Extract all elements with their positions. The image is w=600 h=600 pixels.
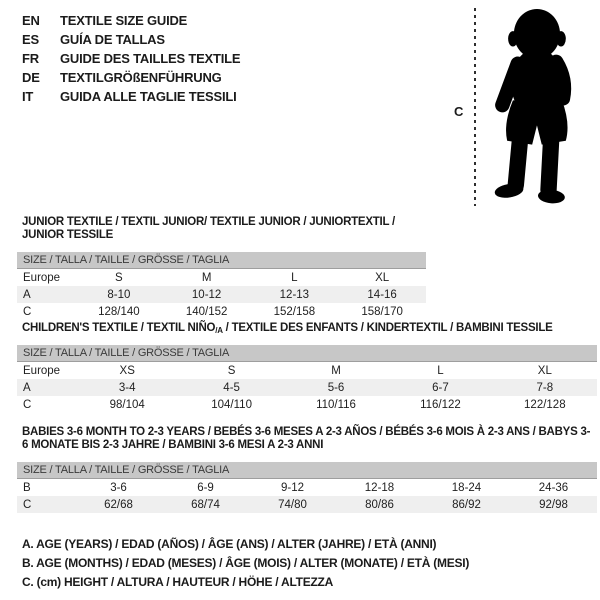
baby-silhouette-icon [494, 8, 572, 204]
cell: 116/122 [420, 398, 461, 411]
cell: 68/74 [191, 498, 220, 511]
row-label: Europe [23, 271, 61, 284]
cell: L [437, 364, 444, 377]
cell: 5-6 [327, 381, 345, 394]
junior-table-title: JUNIOR TEXTILE / TEXTIL JUNIOR/ TEXTILE … [22, 216, 395, 241]
size-header-bar: SIZE / TALLA / TAILLE / GRÖSSE / TAGLIA [17, 252, 426, 269]
cell: 24-36 [538, 481, 569, 494]
cell: 140/152 [185, 305, 228, 318]
cell: 62/68 [104, 498, 133, 511]
lang-label: GUÍA DE TALLAS [60, 32, 165, 47]
cell: 80/86 [365, 498, 394, 511]
babies-table-title: BABIES 3-6 MONTH TO 2-3 YEARS / BEBÉS 3-… [22, 426, 591, 451]
lang-row-de: DE TEXTILGRÖßENFÜHRUNG [22, 68, 240, 87]
cell: 74/80 [278, 498, 307, 511]
table-row: Europe XS S M L XL [17, 362, 597, 379]
row-label: A [23, 288, 31, 301]
children-table-title: CHILDREN'S TEXTILE / TEXTIL NIÑO/A / TEX… [17, 322, 597, 335]
row-label: C [23, 305, 32, 318]
height-dashed-line [474, 8, 476, 206]
footnotes: A. AGE (YEARS) / EDAD (AÑOS) / ÂGE (ANS)… [22, 535, 469, 592]
cell: 8-10 [107, 288, 131, 301]
cell: 10-12 [191, 288, 222, 301]
table-row: C 62/68 68/74 74/80 80/86 86/92 92/98 [17, 496, 597, 513]
cell: 98/104 [109, 398, 145, 411]
lang-label: GUIDE DES TAILLES TEXTILE [60, 51, 241, 66]
lang-label: TEXTILGRÖßENFÜHRUNG [60, 70, 222, 85]
lang-label: GUIDA ALLE TAGLIE TESSILI [60, 89, 237, 104]
title-text: / TEXTILE DES ENFANTS / KINDERTEXTIL / B… [222, 322, 553, 334]
language-guide: EN TEXTILE SIZE GUIDE ES GUÍA DE TALLAS … [22, 11, 241, 106]
cell: 86/92 [452, 498, 481, 511]
size-header-bar: SIZE / TALLA / TAILLE / GRÖSSE / TAGLIA [17, 462, 597, 479]
cell: L [291, 271, 298, 284]
cell: 92/98 [539, 498, 568, 511]
size-header-bar: SIZE / TALLA / TAILLE / GRÖSSE / TAGLIA [17, 345, 597, 362]
lang-row-en: EN TEXTILE SIZE GUIDE [22, 11, 240, 30]
cell: 12-18 [364, 481, 395, 494]
table-row: B 3-6 6-9 9-12 12-18 18-24 24-36 [17, 479, 597, 496]
lang-label: TEXTILE SIZE GUIDE [60, 13, 188, 28]
title-text: CHILDREN'S TEXTILE / TEXTIL NIÑO [22, 322, 216, 334]
lang-row-it: IT GUIDA ALLE TAGLIE TESSILI [22, 87, 240, 106]
cell: S [227, 364, 236, 377]
lang-code: ES [22, 32, 39, 47]
cell: M [201, 271, 212, 284]
lang-row-es: ES GUÍA DE TALLAS [22, 30, 240, 49]
cell: M [331, 364, 341, 377]
cell: 4-5 [223, 381, 240, 394]
title-subscript: /A [215, 326, 223, 335]
cell: 158/170 [361, 305, 403, 318]
row-label: B [23, 481, 31, 494]
footnote-a: A. AGE (YEARS) / EDAD (AÑOS) / ÂGE (ANS)… [22, 537, 437, 551]
cell: S [115, 271, 123, 284]
row-label: Europe [23, 364, 61, 377]
cell: 14-16 [367, 288, 397, 301]
table-row: A 8-10 10-12 12-13 14-16 [17, 286, 426, 303]
footnote-b: B. AGE (MONTHS) / EDAD (MESES) / ÂGE (MO… [22, 556, 470, 570]
table-row: C 128/140 140/152 152/158 158/170 [17, 303, 426, 320]
lang-code: FR [22, 51, 39, 66]
junior-table-section: JUNIOR TEXTILE / TEXTIL JUNIOR/ TEXTILE … [17, 216, 426, 320]
cell: 3-4 [118, 381, 136, 394]
row-label: C [23, 498, 32, 511]
row-label: C [23, 398, 32, 411]
height-c-label: C [454, 104, 464, 119]
cell: 110/116 [316, 398, 356, 411]
cell: 18-24 [451, 481, 482, 494]
cell: XL [537, 364, 552, 377]
lang-code: IT [22, 89, 34, 104]
footnote-c: C. (cm) HEIGHT / ALTURA / HAUTEUR / HÖHE… [22, 575, 334, 589]
cell: 6-7 [432, 381, 449, 394]
cell: 12-13 [279, 288, 310, 301]
cell: 9-12 [280, 481, 305, 494]
cell: XL [375, 271, 390, 284]
lang-row-fr: FR GUIDE DES TAILLES TEXTILE [22, 49, 241, 68]
cell: 7-8 [536, 381, 554, 394]
cell: 3-6 [110, 481, 127, 494]
lang-code: EN [22, 13, 40, 28]
children-table-section: CHILDREN'S TEXTILE / TEXTIL NIÑO/A / TEX… [17, 322, 597, 413]
table-row: Europe S M L XL [17, 269, 426, 286]
cell: 122/128 [524, 398, 566, 411]
table-row: A 3-4 4-5 5-6 6-7 7-8 [17, 379, 597, 396]
cell: 128/140 [98, 305, 140, 318]
cell: 104/110 [211, 398, 252, 411]
babies-table-section: BABIES 3-6 MONTH TO 2-3 YEARS / BEBÉS 3-… [17, 426, 597, 513]
cell: 152/158 [273, 305, 316, 318]
cell: 6-9 [197, 481, 214, 494]
row-label: A [23, 381, 31, 394]
cell: XS [119, 364, 135, 377]
table-row: C 98/104 104/110 110/116 116/122 122/128 [17, 396, 597, 413]
lang-code: DE [22, 70, 40, 85]
